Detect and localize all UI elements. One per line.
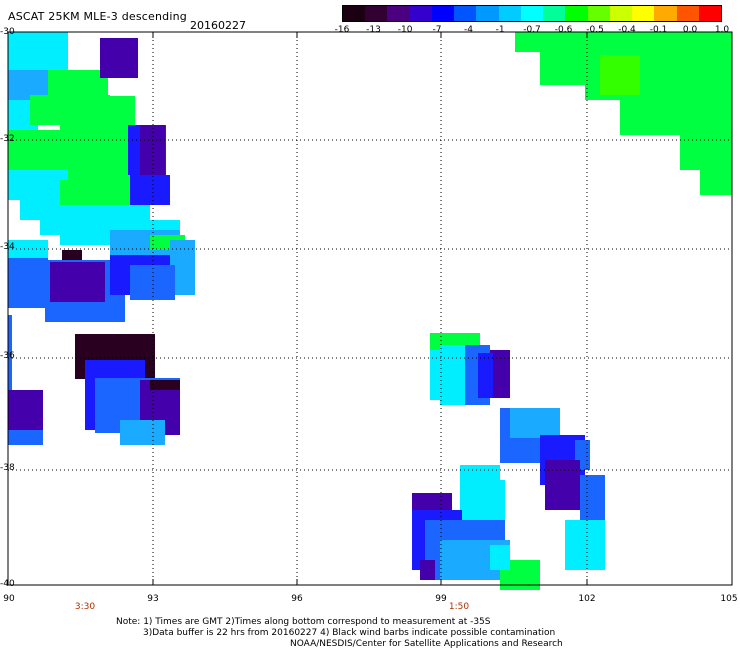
colorbar-segment: [698, 6, 721, 21]
swath-pixel-block: [8, 315, 12, 395]
swath-pixel-block: [100, 38, 138, 78]
colorbar-segment: [409, 6, 432, 21]
swath-pixel-block: [150, 380, 180, 390]
pass-time-label: 1:50: [448, 602, 470, 612]
colorbar-tick-label: -1: [495, 25, 505, 35]
swath-pixel-block: [420, 560, 435, 580]
colorbar-tick-label: -0.6: [554, 25, 573, 35]
colorbar: [342, 5, 722, 22]
swath-pixel-block: [478, 353, 493, 398]
lon-label: 105: [720, 594, 738, 604]
swath-pixel-block: [510, 408, 560, 438]
map-title: ASCAT 25KM MLE-3 descending: [8, 10, 187, 23]
colorbar-tick-label: -0.7: [523, 25, 541, 35]
lat-label: -30: [0, 27, 15, 37]
colorbar-segment: [387, 6, 410, 21]
lat-label: -38: [0, 463, 15, 473]
swath-pixel-block: [490, 545, 510, 570]
colorbar-tick-label: 1.0: [714, 25, 730, 35]
lon-label: 102: [578, 594, 596, 604]
lon-label: 96: [291, 594, 303, 604]
colorbar-tick-label: -4: [464, 25, 474, 35]
lat-label: -34: [0, 242, 15, 252]
lat-lon-grid: [8, 32, 732, 585]
swath-pixel-block: [580, 475, 605, 520]
colorbar-segment: [676, 6, 699, 21]
swath-pixel-block: [8, 258, 48, 308]
colorbar-segment: [343, 6, 366, 21]
colorbar-segment: [520, 6, 544, 21]
colorbar-segment: [565, 6, 588, 21]
lat-label: -40: [0, 579, 15, 589]
swath-pixel-block: [50, 262, 105, 302]
swath-pixel-block: [700, 160, 732, 195]
map-frame: [7, 31, 733, 586]
colorbar-segment: [609, 6, 633, 21]
colorbar-tick-label: -7: [432, 25, 442, 35]
map-date: 20160227: [190, 19, 246, 32]
swath-pixel-block: [130, 265, 175, 300]
swath-pixel-block: [105, 96, 135, 126]
colorbar-tick-label: -0.4: [618, 25, 636, 35]
colorbar-segment: [498, 6, 521, 21]
colorbar-segment: [654, 6, 677, 21]
swath-pixel-block: [565, 520, 605, 570]
lon-label: 99: [435, 594, 447, 604]
swath-pixel-block: [130, 175, 170, 205]
swath-pixel-block: [8, 430, 43, 445]
colorbar-segment: [431, 6, 455, 21]
swath-pixel-block: [62, 250, 82, 260]
swath-pixel-block: [600, 55, 640, 95]
colorbar-tick-label: -10: [397, 25, 413, 35]
colorbar-tick-label: 0.0: [682, 25, 698, 35]
note-line: NOAA/NESDIS/Center for Satellite Applica…: [290, 639, 563, 649]
swath-data-layer: [8, 32, 732, 590]
note-line: Note: 1) Times are GMT 2)Times along bot…: [116, 617, 491, 627]
swath-pixel-block: [60, 125, 130, 185]
swath-pixel-block: [545, 460, 580, 510]
colorbar-segment: [476, 6, 499, 21]
swath-pixel-block: [120, 420, 165, 445]
swath-pixel-block: [490, 350, 510, 398]
lon-label: 93: [147, 594, 159, 604]
colorbar-segment: [543, 6, 566, 21]
swath-pixel-block: [30, 95, 110, 125]
lat-label: -36: [0, 351, 15, 361]
pass-time-label: 3:30: [74, 602, 96, 612]
note-line: 3)Data buffer is 22 hrs from 20160227 4)…: [143, 628, 556, 638]
lon-label: 90: [3, 594, 15, 604]
colorbar-labels: -16 -13 -10 -7 -4 -1 -0.7 -0.6 -0.5 -0.4…: [335, 25, 730, 37]
colorbar-tick-label: -13: [366, 25, 381, 35]
colorbar-tick-label: -0.1: [649, 25, 668, 35]
colorbar-segment: [365, 6, 388, 21]
colorbar-tick-label: -16: [334, 25, 350, 35]
swath-pixel-block: [412, 493, 452, 513]
colorbar-tick-label: -0.5: [586, 25, 604, 35]
colorbar-segment: [587, 6, 610, 21]
lat-label: -32: [0, 134, 15, 144]
colorbar-segment: [454, 6, 477, 21]
colorbar-segment: [632, 6, 655, 21]
